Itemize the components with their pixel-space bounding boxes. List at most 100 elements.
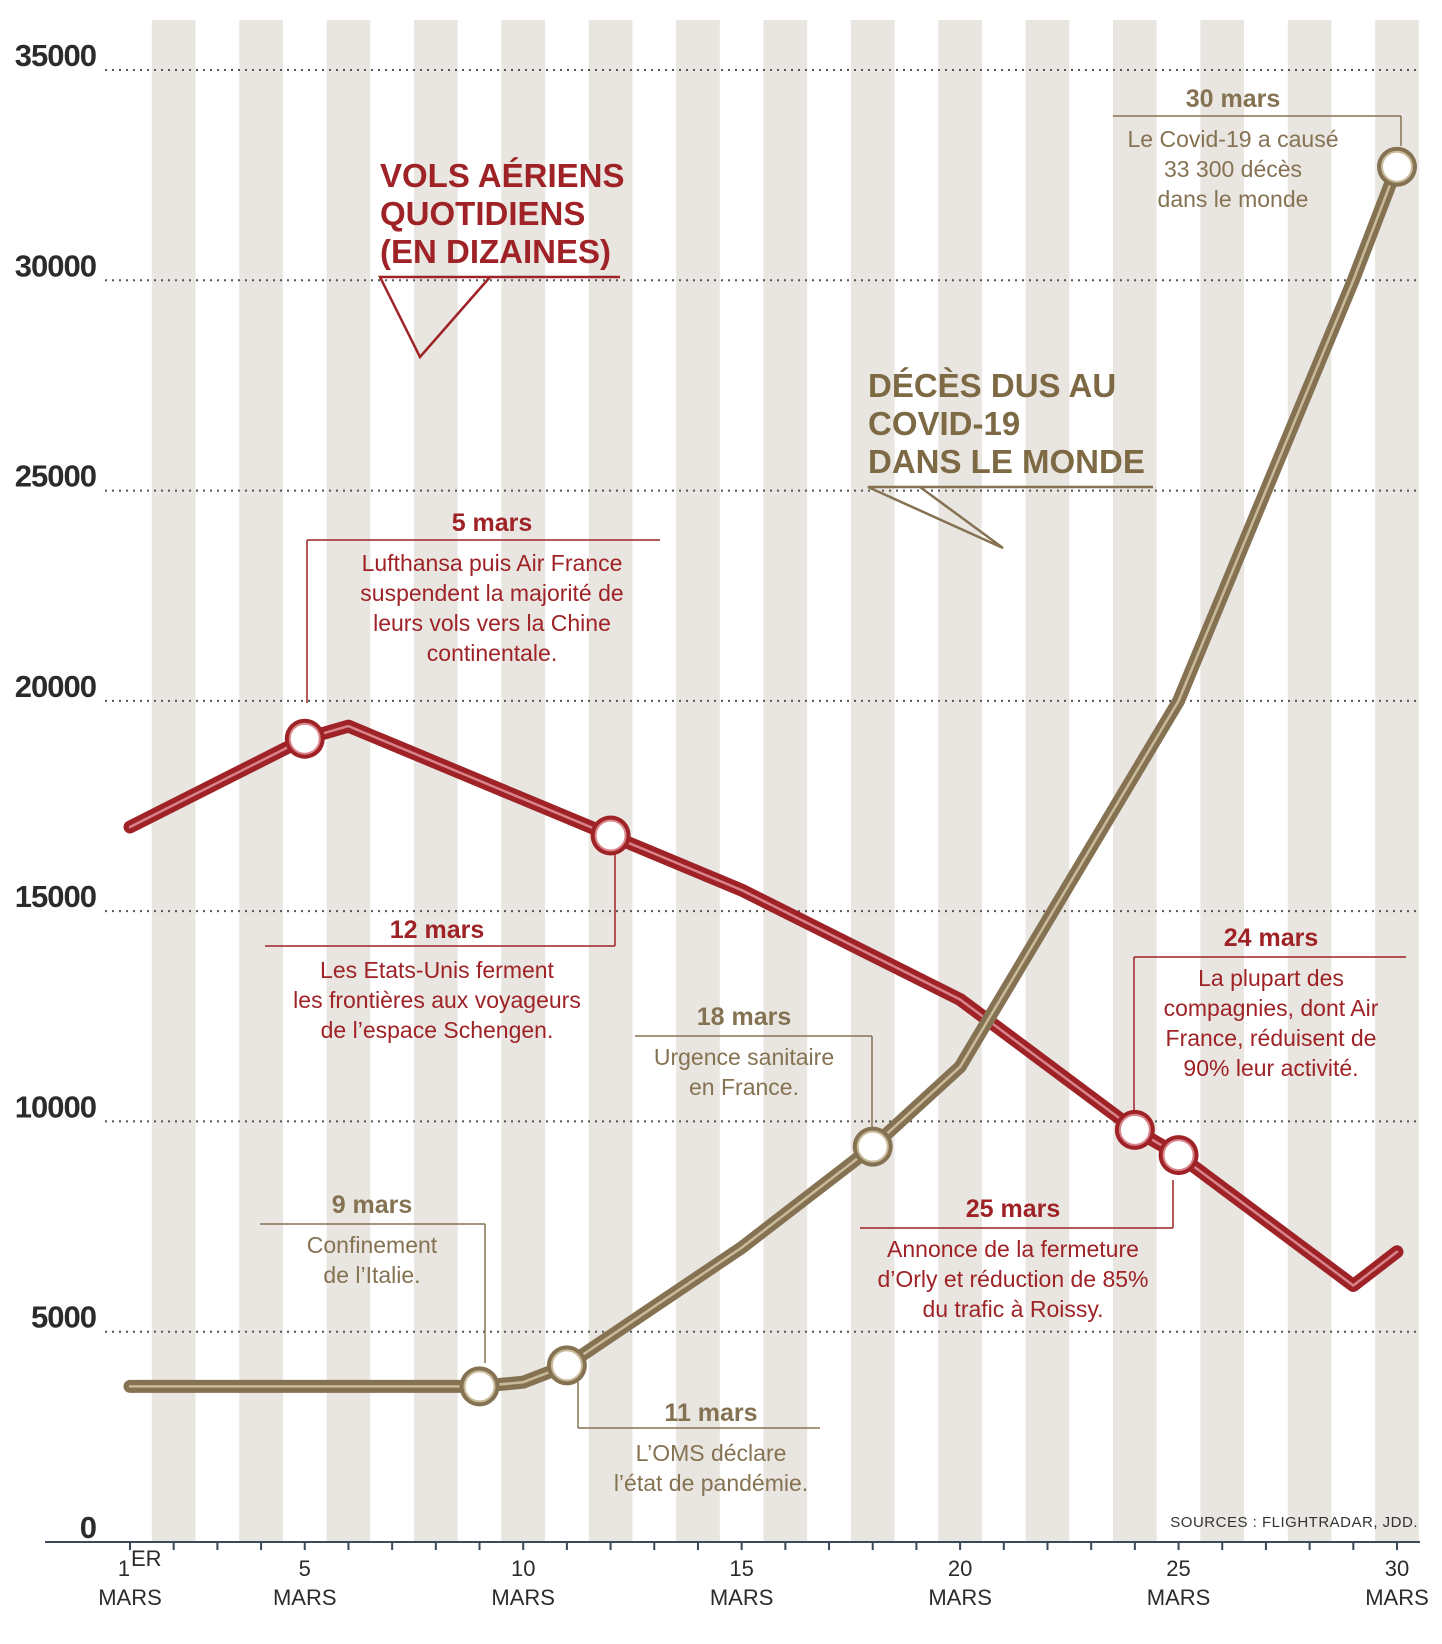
marker-inner-deaths-18 [856, 1130, 889, 1163]
annotation-text: suspendent la majorité de [360, 580, 623, 606]
marker-inner-flights-25 [1162, 1139, 1195, 1172]
x-tick-day: 20 [948, 1556, 972, 1581]
stripe-day-28 [1287, 20, 1332, 1542]
headline-line: VOLS AÉRIENS [380, 157, 625, 194]
annotation-title: 24 mars [1224, 924, 1319, 952]
x-tick-25: 25 MARS [1147, 1556, 1211, 1610]
annotation-text: dans le monde [1158, 186, 1309, 212]
source-note: SOURCES : FLIGHTRADAR, JDD. [1170, 1514, 1418, 1531]
stripe-day-18 [850, 20, 895, 1542]
x-tick-30: 30 MARS [1365, 1556, 1429, 1610]
annotation-title: 11 mars [664, 1399, 757, 1427]
annotation-text: 33 300 décès [1164, 156, 1302, 182]
stripe-day-30 [1375, 20, 1419, 1542]
headline-underline [867, 485, 1153, 550]
stripe-day-2 [151, 20, 196, 1542]
annotation-mar18: 18 mars Urgence sanitaire en France. [654, 1003, 834, 1100]
marker-inner-deaths-9 [463, 1370, 496, 1403]
x-tick-day: 25 [1166, 1556, 1190, 1581]
stripe-day-20 [938, 20, 982, 1542]
stripe-day-6 [326, 20, 371, 1542]
x-tick-day: 5 [299, 1556, 311, 1581]
annotation-title: 9 mars [332, 1191, 413, 1219]
annotation-mar24: 24 mars La plupart des compagnies, dont Ai… [1164, 924, 1379, 1081]
annotation-text: leurs vols vers la Chine [373, 610, 611, 636]
headline-line: (EN DIZAINES) [380, 233, 611, 270]
annotation-text: L’OMS déclare [636, 1440, 787, 1466]
annotation-mar11: 11 mars L’OMS déclare l’état de pandémie. [614, 1399, 808, 1496]
stripe-day-8 [413, 20, 458, 1542]
x-axis [45, 1541, 1420, 1550]
x-tick-month: MARS [1147, 1585, 1211, 1610]
marker-inner-deaths-11 [550, 1349, 583, 1382]
annotation-text: du trafic à Roissy. [922, 1296, 1103, 1322]
annotation-text: Annonce de la fermeture [887, 1236, 1139, 1262]
annotation-mar12: 12 mars Les Etats-Unis ferment les frontiè… [293, 916, 581, 1043]
headline-underline [377, 275, 620, 360]
y-tick-label: 35000 [15, 38, 96, 73]
x-tick-5: 5 MARS [273, 1556, 337, 1610]
annotation-leaders [260, 115, 1406, 1429]
annotation-text: Lufthansa puis Air France [362, 550, 623, 576]
background-stripes [151, 20, 1419, 1542]
y-tick-label: 0 [80, 1510, 96, 1545]
marker-inner-deaths-30 [1381, 150, 1413, 183]
annotation-title: 30 mars [1186, 85, 1281, 113]
stripe-day-12 [588, 20, 633, 1542]
stripe-day-26 [1200, 20, 1245, 1542]
y-axis-ticks: 0 5000 10000 15000 20000 25000 30000 35000 [15, 38, 97, 1545]
headline-line: DÉCÈS DUS AU [868, 367, 1116, 404]
annotation-title: 25 mars [966, 1195, 1061, 1223]
series-markers [284, 146, 1417, 1407]
annotation-title: 18 mars [697, 1003, 792, 1031]
annotation-text: La plupart des [1198, 965, 1344, 991]
stripe-day-10 [501, 20, 546, 1542]
annotation-text: Urgence sanitaire [654, 1044, 834, 1070]
annotation-text: de l’Italie. [323, 1262, 420, 1288]
annotation-mar25: 25 mars Annonce de la fermeture d’Orly et … [877, 1195, 1148, 1322]
series-core-flights [128, 724, 1399, 1287]
x-tick-month: MARS [491, 1585, 555, 1610]
stripe-day-14 [676, 20, 720, 1542]
x-tick-day: 1 [118, 1556, 130, 1581]
x-tick-day: 30 [1385, 1556, 1409, 1581]
x-tick-day: 10 [511, 1556, 535, 1581]
marker-inner-flights-24 [1118, 1113, 1151, 1146]
annotation-text: 90% leur activité. [1183, 1055, 1358, 1081]
y-tick-label: 25000 [15, 459, 96, 494]
marker-inner-flights-5 [288, 722, 321, 755]
y-tick-label: 10000 [15, 1089, 96, 1124]
y-tick-label: 5000 [31, 1300, 96, 1335]
x-tick-month: MARS [928, 1585, 992, 1610]
x-tick-10: 10 MARS [491, 1556, 555, 1610]
stripe-day-4 [239, 20, 283, 1542]
annotation-mar5: 5 mars Lufthansa puis Air France suspenden… [360, 509, 623, 666]
annotation-mar30: 30 mars Le Covid-19 a causé 33 300 décès da… [1128, 85, 1339, 212]
headline-line: COVID-19 [868, 405, 1020, 442]
annotations: 5 mars Lufthansa puis Air France suspenden… [293, 85, 1379, 1496]
annotation-text: continentale. [427, 640, 557, 666]
annotation-text: en France. [689, 1074, 799, 1100]
x-tick-month: MARS [273, 1585, 337, 1610]
x-tick-superscript: ER [131, 1546, 162, 1571]
stripe-day-22 [1025, 20, 1070, 1542]
annotation-text: les frontières aux voyageurs [293, 987, 581, 1013]
annotation-text: Confinement [307, 1232, 438, 1258]
x-axis-ticks: 1 ER MARS 5 MARS 10 MARS 15 MARS 20 MARS 25 MARS 30 MA… [98, 1546, 1429, 1610]
annotation-mar9: 9 mars Confinement de l’Italie. [307, 1191, 438, 1288]
x-tick-1: 1 ER MARS [98, 1546, 162, 1610]
x-tick-day: 15 [729, 1556, 753, 1581]
annotation-text: d’Orly et réduction de 85% [877, 1266, 1148, 1292]
annotation-title: 12 mars [390, 916, 485, 944]
x-tick-20: 20 MARS [928, 1556, 992, 1610]
annotation-text: Les Etats-Unis ferment [320, 957, 555, 983]
annotation-text: France, réduisent de [1166, 1025, 1377, 1051]
x-tick-month: MARS [1365, 1585, 1429, 1610]
annotation-text: compagnies, dont Air [1164, 995, 1379, 1021]
stripe-day-16 [763, 20, 808, 1542]
